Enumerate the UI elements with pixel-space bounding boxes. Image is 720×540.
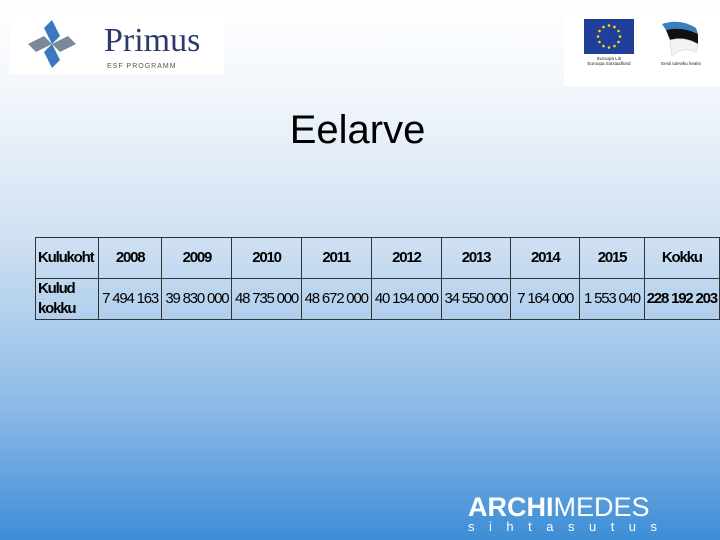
header-cell: 2012 [370, 237, 442, 279]
eu-star [598, 40, 601, 44]
eu-caption-2: Euroopa Sotsiaalfond [587, 61, 631, 66]
header-cell: 2010 [231, 237, 302, 279]
primus-sub: ESF PROGRAMM [107, 63, 177, 70]
table-row: Kulud kokku 7 494 163 39 830 000 48 735 … [35, 278, 720, 320]
primus-logo: Primus ESF PROGRAMM [10, 10, 224, 74]
eu-star [618, 35, 622, 38]
eu-star [617, 29, 620, 33]
eu-star [607, 24, 611, 27]
eu-star [602, 44, 605, 48]
archimedes-thin: MEDES [553, 492, 650, 522]
estonia-caption: Eesti tuleviku heaks [661, 61, 701, 66]
eu-star [617, 40, 620, 44]
archimedes-logo: ARCHIMEDES sihtasutus [468, 492, 672, 534]
eu-star [598, 29, 601, 33]
eu-star [602, 25, 605, 29]
eu-star [607, 46, 611, 49]
budget-table: Kulukoht 2008 2009 2010 2011 2012 2013 2… [35, 237, 720, 320]
archimedes-sub: sihtasutus [468, 519, 672, 534]
table-cell: 1 553 040 [579, 278, 645, 320]
eu-star [613, 25, 616, 29]
eu-caption-1: Euroopa Liit [596, 56, 622, 61]
table-cell: 39 830 000 [161, 278, 233, 320]
eu-star [613, 44, 616, 48]
header-cell: 2014 [510, 237, 581, 279]
table-cell: 48 672 000 [300, 278, 372, 320]
header-cell: 2015 [579, 237, 645, 279]
table-cell: 7 494 163 [97, 278, 163, 320]
header-cell: 2008 [97, 237, 163, 279]
table-cell: 7 164 000 [510, 278, 581, 320]
header-cell: 2011 [300, 237, 372, 279]
table-cell: 40 194 000 [370, 278, 442, 320]
total-cell: 228 192 203 [643, 278, 720, 320]
table-cell: 34 550 000 [440, 278, 512, 320]
primus-name: Primus [104, 22, 201, 59]
primus-star-icon [28, 20, 76, 68]
slide-title: Eelarve [289, 108, 426, 152]
eu-caption: Euroopa Liit Euroopa Sotsiaalfond [576, 56, 642, 66]
header-cell: Kokku [643, 237, 720, 279]
archimedes-bold: ARCHI [468, 492, 554, 522]
header-cell: 2009 [161, 237, 233, 279]
row-header-cell: Kulud kokku [35, 278, 99, 320]
table-header-row: Kulukoht 2008 2009 2010 2011 2012 2013 2… [35, 237, 720, 279]
estonia-swallow-icon [662, 21, 699, 57]
header-cell: 2013 [440, 237, 512, 279]
header-cell: Kulukoht [35, 237, 99, 279]
eu-flag-icon [584, 19, 634, 54]
eu-star [596, 35, 600, 38]
table-cell: 48 735 000 [231, 278, 302, 320]
partner-logos: Euroopa Liit Euroopa Sotsiaalfond Eesti t… [564, 12, 720, 86]
